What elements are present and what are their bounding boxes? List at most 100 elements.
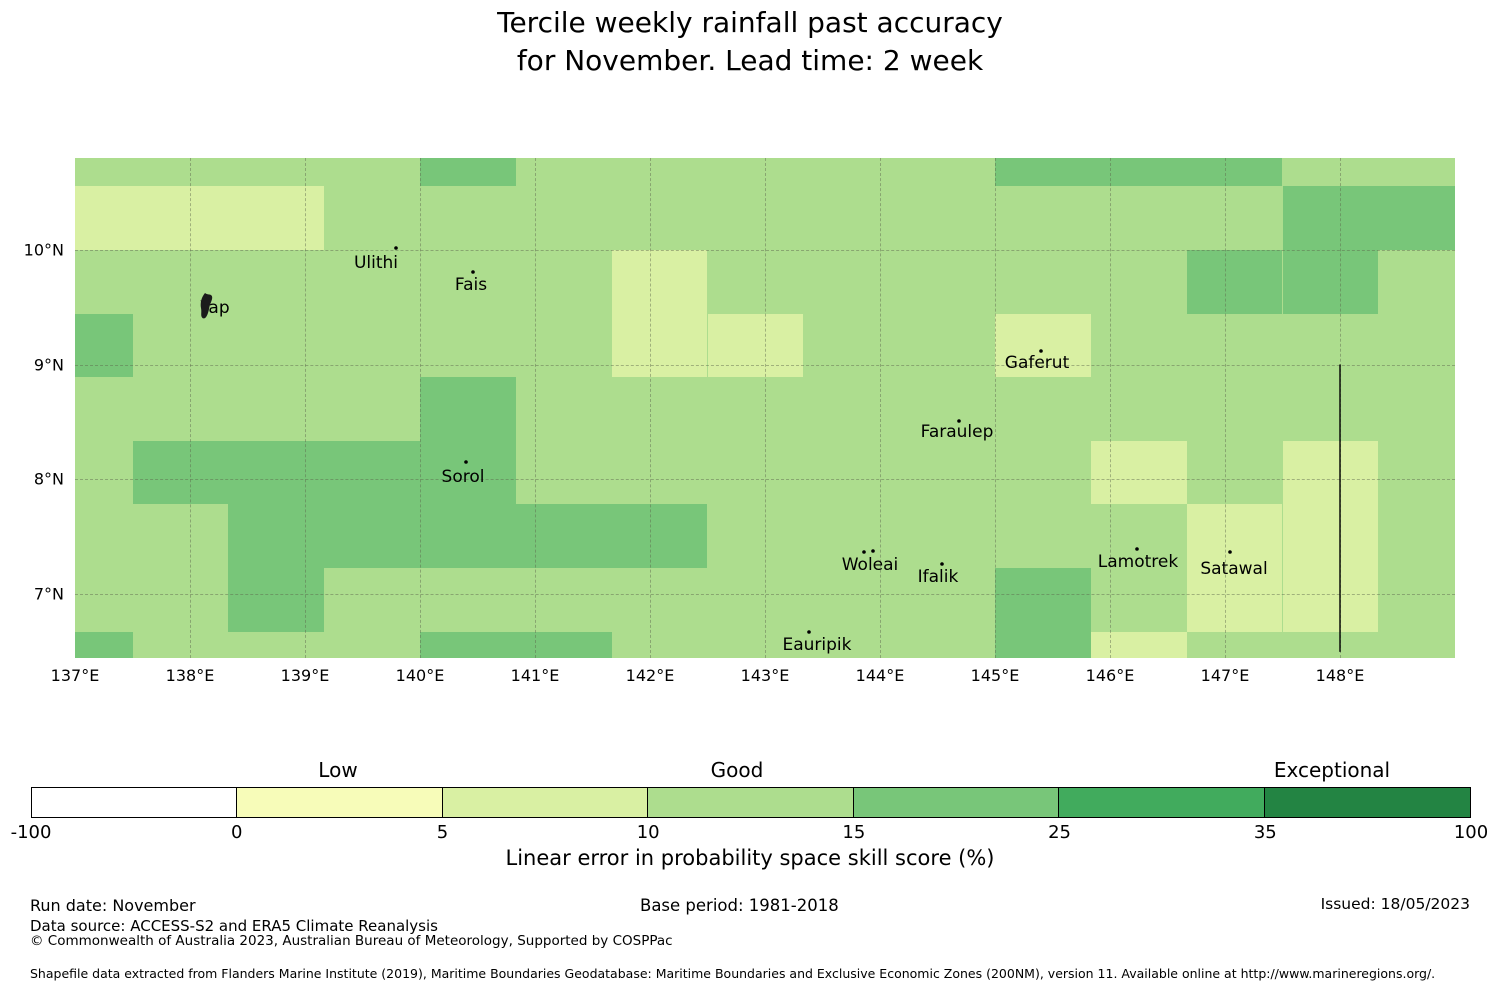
y-axis-tick-label: 8°N <box>33 469 64 489</box>
colorbar-tick-label: 25 <box>1048 822 1072 843</box>
colorbar-segment <box>237 788 443 817</box>
skill-cell <box>228 186 325 250</box>
skill-cell <box>995 631 1091 659</box>
figure-title-line1: Tercile weekly rainfall past accuracy <box>497 6 1003 39</box>
parallel-gridline <box>75 250 1455 251</box>
meridian-gridline <box>420 158 421 658</box>
colorbar-tick-label: 10 <box>636 822 660 843</box>
parallel-gridline <box>75 479 1455 480</box>
y-axis-tick-label: 9°N <box>33 355 64 374</box>
parallel-gridline <box>75 364 1455 366</box>
x-axis-tick-label: 144°E <box>855 666 905 685</box>
colorbar-segment <box>32 788 238 817</box>
colorbar-segment <box>442 788 649 817</box>
colorbar-tick-label: 5 <box>436 822 449 843</box>
meridian-gridline <box>1340 158 1341 658</box>
skill-cell <box>228 568 325 632</box>
colorbar-segment <box>1264 788 1470 817</box>
skill-cell <box>995 158 1091 187</box>
skill-cell <box>1282 568 1379 632</box>
colorbar-tick-label: 0 <box>230 822 243 843</box>
colorbar-segment <box>648 788 854 817</box>
skill-cell <box>420 158 516 187</box>
island-label-ulithi: Ulithi <box>353 253 399 273</box>
island-label-satawal: Satawal <box>1200 559 1268 579</box>
skill-cell <box>515 504 612 569</box>
colorbar-segment <box>1059 788 1265 817</box>
data-source-text: Data source: ACCESS-S2 and ERA5 Climate … <box>30 917 438 935</box>
y-axis-tick-label: 10°N <box>23 240 64 260</box>
skill-cell <box>420 440 516 505</box>
skill-cell <box>611 504 708 569</box>
skill-cell <box>324 504 420 569</box>
skill-cell <box>1186 504 1283 569</box>
meridian-gridline <box>1225 158 1226 658</box>
skill-cell <box>75 313 133 378</box>
x-axis-tick-label: 146°E <box>1085 666 1135 685</box>
skill-cell <box>1186 568 1283 632</box>
skill-cell <box>1282 186 1379 250</box>
skill-heatmap <box>75 158 1455 659</box>
skill-cell <box>611 250 708 314</box>
island-label-lamotrek: Lamotrek <box>1097 552 1179 572</box>
skill-cell <box>324 440 420 505</box>
island-label-woleai: Woleai <box>841 555 899 575</box>
skill-cell <box>1282 440 1379 505</box>
x-axis-tick-label: 148°E <box>1315 666 1365 685</box>
meridian-gridline <box>880 158 881 658</box>
x-axis-tick-label: 137°E <box>50 666 100 685</box>
skill-cell <box>1090 440 1187 505</box>
run-date-text: Run date: November <box>30 896 196 915</box>
skill-cell <box>1282 250 1379 314</box>
x-axis-tick-label: 142°E <box>625 666 675 685</box>
island-label-gaferut: Gaferut <box>1004 353 1070 373</box>
island-label-fais: Fais <box>454 275 488 295</box>
y-axis-tick-label: 7°N <box>33 584 64 603</box>
colorbar-tick-label: 15 <box>842 822 866 843</box>
meridian-gridline <box>1110 158 1111 658</box>
figure-title-line2: for November. Lead time: 2 week <box>516 44 984 77</box>
colorbar-segment <box>853 788 1060 817</box>
skill-cell <box>1378 186 1455 250</box>
skill-cell <box>228 504 325 569</box>
x-axis-tick-label: 147°E <box>1200 666 1250 685</box>
meridian-gridline <box>650 158 651 658</box>
skill-cell <box>1090 631 1187 659</box>
skill-cell <box>132 186 229 250</box>
island-label-yap: Yap <box>200 298 230 318</box>
meridian-gridline <box>995 158 996 658</box>
skill-cell <box>75 186 133 250</box>
x-axis-tick-label: 140°E <box>395 666 445 685</box>
skill-cell <box>611 313 708 378</box>
island-label-ifalik: Ifalik <box>917 567 959 587</box>
colorbar-tick-label: 35 <box>1253 822 1277 843</box>
skill-cell <box>1186 250 1283 314</box>
x-axis-tick-label: 141°E <box>510 666 560 685</box>
figure-title: Tercile weekly rainfall past accuracy fo… <box>0 4 1500 80</box>
colorbar-category-exceptional: Exceptional <box>1273 758 1391 782</box>
issued-date-text: Issued: 18/05/2023 <box>1320 895 1470 913</box>
skill-cell <box>1282 504 1379 569</box>
island-label-sorol: Sorol <box>441 467 485 487</box>
skill-cell <box>228 440 325 505</box>
skill-cell <box>132 440 229 505</box>
colorbar-tick-label: 100 <box>1453 822 1489 843</box>
skill-cell <box>420 504 516 569</box>
meridian-gridline <box>305 158 306 658</box>
shapefile-attribution-text: Shapefile data extracted from Flanders M… <box>30 966 1436 981</box>
x-axis-tick-label: 143°E <box>740 666 790 685</box>
skill-cell <box>995 313 1091 378</box>
skill-cell <box>420 631 516 659</box>
parallel-gridline <box>75 593 1455 595</box>
copyright-text: © Commonwealth of Australia 2023, Austra… <box>30 933 673 949</box>
colorbar-tick-label: -100 <box>10 822 52 843</box>
x-axis-tick-label: 139°E <box>280 666 330 685</box>
skill-cell <box>75 631 133 659</box>
skill-cell <box>420 377 516 441</box>
base-period-text: Base period: 1981-2018 <box>640 896 839 915</box>
skill-cell <box>1186 158 1283 187</box>
meridian-gridline <box>765 158 766 658</box>
colorbar-title: Linear error in probability space skill … <box>505 846 995 870</box>
colorbar <box>31 787 1471 818</box>
